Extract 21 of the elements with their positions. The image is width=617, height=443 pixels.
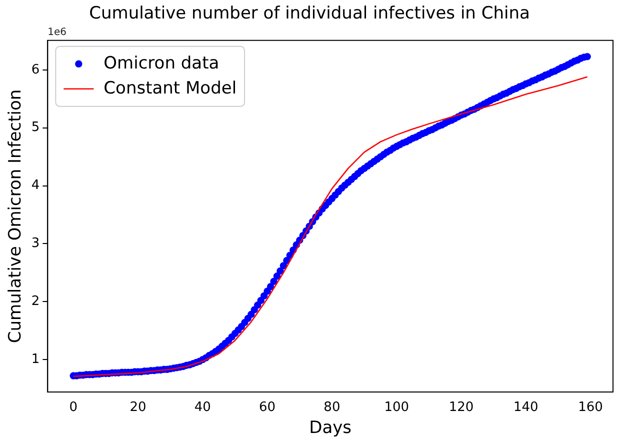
y-tick-label: 3 [31,236,40,252]
legend-label: Omicron data [104,53,220,74]
x-axis-title: Days [309,418,352,438]
text: 1e6 [48,26,67,38]
x-tick-label: 20 [130,400,146,416]
x-tick-label: 40 [194,400,211,416]
chart-title: Cumulative number of individual infectives in China [89,4,530,24]
y-axis-title: Cumulative Omicron Infection [6,89,26,344]
x-tick-label: 60 [259,400,276,416]
y-tick-label: 4 [31,178,40,194]
x-tick-label: 160 [578,400,603,416]
y-tick-label: 1 [31,352,40,367]
x-tick-label: 0 [69,400,78,416]
y-tick-label: 2 [31,294,40,310]
x-tick-label: 140 [513,400,538,416]
x-tick-label: 80 [324,400,340,416]
y-tick-label: 6 [31,62,40,78]
x-tick-label: 120 [448,400,474,416]
legend-label: Constant Model [104,78,237,98]
x-tick-label: 100 [384,400,410,416]
y-tick-label: 5 [31,120,40,136]
